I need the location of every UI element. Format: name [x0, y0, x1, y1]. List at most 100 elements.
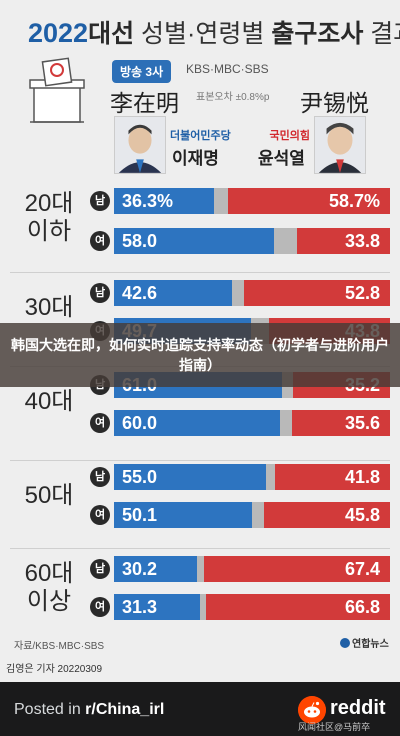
value-label-lee: 36.3% [122, 191, 174, 211]
bar-other [231, 280, 245, 306]
bar-row: 50.1 45.8 [114, 502, 390, 528]
agency-logo: 연합뉴스 [340, 635, 389, 650]
value-label-lee: 30.2 [122, 559, 158, 579]
ballot-box-icon [29, 57, 85, 123]
bar-yoon [227, 188, 390, 214]
title-part-1: 성별·연령별 [141, 20, 265, 48]
bar-lee [114, 594, 201, 620]
bar-other [252, 502, 264, 528]
age-group-label-line1: 50대 [24, 482, 74, 509]
title-part-3: 결과 [370, 20, 400, 48]
bar-yoon [203, 556, 390, 582]
value-label-lee: 31.3 [122, 597, 158, 617]
bar-lee [114, 228, 275, 254]
bar-row: 30.2 67.4 [114, 556, 390, 582]
value-label-lee: 58.0 [122, 231, 158, 251]
bar-lee [114, 280, 232, 306]
bar-lee [114, 410, 280, 436]
value-label-yoon: 33.8 [344, 231, 380, 251]
data-source: 자료/KBS·MBC·SBS [14, 641, 105, 652]
candidate-right-party: 국민의힘 [269, 130, 310, 142]
posted-prefix: Posted in [14, 701, 81, 718]
agency-logo-icon [340, 638, 350, 648]
margin-of-error: 표본오차 ±0.8%p [196, 92, 270, 103]
value-label-yoon: 41.8 [344, 467, 380, 487]
reporter-credit: 김영은 기자 20220309 [6, 664, 103, 675]
gender-female-marker: 여 [90, 505, 110, 525]
age-group-label: 60대 이상 [14, 560, 84, 616]
gender-female-marker: 여 [90, 231, 110, 251]
reddit-wordmark[interactable]: reddit [330, 697, 386, 719]
posted-in-text: Posted in r/China_irl [14, 701, 164, 719]
broadcast-source: KBS·MBC·SBS [186, 62, 269, 76]
group-divider [10, 272, 390, 273]
bar-other [265, 464, 275, 490]
age-group-label-line1: 30대 [24, 294, 74, 321]
bar-lee [114, 556, 198, 582]
bar-other [274, 228, 297, 254]
bar-row: 58.0 33.8 [114, 228, 390, 254]
age-group-label-line2: 이상 [26, 588, 72, 615]
headline-text[interactable]: 韩国大选在即，如何实时追踪支持率动态（初学者与进阶用户指南） [11, 337, 389, 373]
bar-row: 42.6 52.8 [114, 280, 390, 306]
candidate-left-name-kr: 이재명 [172, 149, 219, 168]
value-label-lee: 60.0 [122, 413, 158, 433]
value-label-lee: 55.0 [122, 467, 158, 487]
value-label-yoon: 45.8 [344, 505, 380, 525]
value-label-yoon: 67.4 [344, 559, 380, 579]
value-label-yoon: 66.8 [344, 597, 380, 617]
bar-row: 36.3% 58.7% [114, 188, 390, 214]
gender-male-marker: 남 [90, 283, 110, 303]
age-group-label: 50대 [14, 482, 84, 510]
value-label-lee: 50.1 [122, 505, 158, 525]
value-label-yoon: 52.8 [344, 283, 380, 303]
bar-yoon [274, 464, 390, 490]
candidate-right-photo [314, 116, 366, 174]
bar-row: 31.3 66.8 [114, 594, 390, 620]
gender-male-marker: 남 [90, 559, 110, 579]
bar-lee [114, 464, 266, 490]
bar-other [214, 188, 228, 214]
gender-female-marker: 여 [90, 413, 110, 433]
candidate-left-name-cn: 李在明 [110, 90, 179, 116]
candidate-right-name-kr: 윤석열 [258, 149, 305, 168]
gender-male-marker: 남 [90, 191, 110, 211]
bar-yoon [205, 594, 390, 620]
bar-row: 55.0 41.8 [114, 464, 390, 490]
page-title: 2022대선 성별·연령별 출구조사 결과 [28, 14, 400, 50]
headline-overlay: 韩国大选在即，如何实时追踪支持率动态（初学者与进阶用户指南） [0, 323, 400, 387]
reddit-logo-icon[interactable] [298, 696, 326, 724]
age-group-label: 40대 [14, 388, 84, 416]
bar-row: 60.0 35.6 [114, 410, 390, 436]
bar-other [200, 594, 206, 620]
bar-yoon [244, 280, 390, 306]
bar-yoon [296, 228, 390, 254]
age-group-label-line1: 60대 [24, 560, 74, 587]
title-part-2: 출구조사 [271, 20, 364, 48]
subreddit-link[interactable]: r/China_irl [85, 701, 165, 718]
gender-female-marker: 여 [90, 597, 110, 617]
candidate-left-party: 더불어민주당 [170, 130, 231, 142]
title-year: 2022 [28, 18, 89, 48]
title-election: 대선 [88, 20, 135, 48]
age-group-label: 30대 [14, 294, 84, 322]
age-group-label: 20대 이하 [14, 190, 84, 246]
bar-lee [114, 188, 215, 214]
value-label-yoon: 58.7% [328, 191, 380, 211]
group-divider [10, 460, 390, 461]
bar-other [197, 556, 204, 582]
candidate-left-photo [114, 116, 166, 174]
value-label-lee: 42.6 [122, 283, 158, 303]
gender-male-marker: 남 [90, 467, 110, 487]
group-divider [10, 548, 390, 549]
bar-lee [114, 502, 253, 528]
bar-yoon [263, 502, 390, 528]
age-group-label-line1: 40대 [24, 388, 74, 415]
value-label-yoon: 35.6 [344, 413, 380, 433]
candidate-right-name-cn: 尹锡悦 [300, 90, 369, 116]
agency-name: 연합뉴스 [352, 639, 389, 650]
watermark: 风闻社区@马前卒 [298, 722, 371, 732]
age-group-label-line2: 이하 [26, 218, 72, 245]
reddit-footer: Posted in r/China_irl reddit [0, 682, 400, 736]
